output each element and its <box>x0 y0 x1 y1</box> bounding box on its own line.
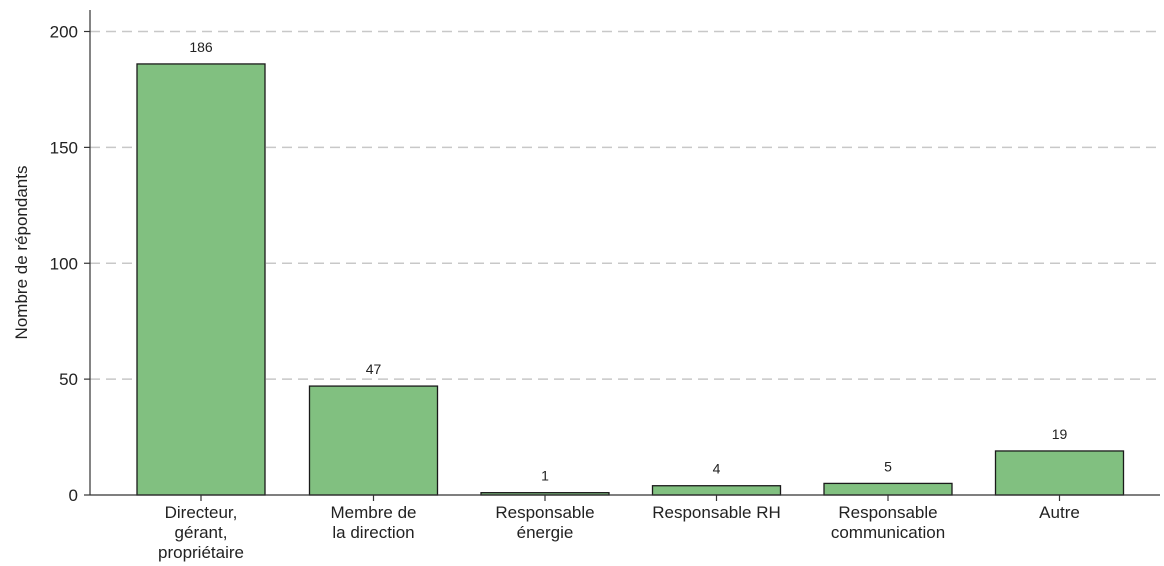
category-label: Responsable communication <box>831 503 945 542</box>
bar <box>136 63 266 496</box>
y-tick-label: 200 <box>50 23 78 42</box>
value-label: 1 <box>541 468 549 484</box>
value-label: 186 <box>189 39 213 55</box>
y-axis-title: Nombre de répondants <box>12 166 31 340</box>
value-label: 19 <box>1052 426 1068 442</box>
category-label: Responsable RH <box>652 503 781 522</box>
category-label: Membre de la direction <box>331 503 417 542</box>
y-tick-labels: 0 50 100 150 200 <box>50 23 90 505</box>
category-labels: Directeur, gérant, propriétaire Membre de la… <box>158 495 1080 562</box>
bars-layer <box>136 63 1125 496</box>
category-label: Directeur, gérant, propriétaire <box>158 503 244 562</box>
bar <box>308 385 439 496</box>
y-tick-label: 50 <box>59 370 78 389</box>
bar <box>823 482 953 496</box>
value-label: 4 <box>713 461 721 477</box>
y-tick-label: 100 <box>50 254 78 273</box>
bar <box>994 450 1125 496</box>
value-labels: 186 47 1 4 5 19 <box>189 39 1067 484</box>
value-label: 47 <box>366 361 382 377</box>
value-label: 5 <box>884 458 892 474</box>
category-label: Responsable énergie <box>495 503 594 542</box>
grid-layer <box>90 30 1160 380</box>
bar <box>651 485 782 496</box>
y-tick-label: 150 <box>50 138 78 157</box>
y-tick-label: 0 <box>69 486 78 505</box>
category-label: Autre <box>1039 503 1080 522</box>
